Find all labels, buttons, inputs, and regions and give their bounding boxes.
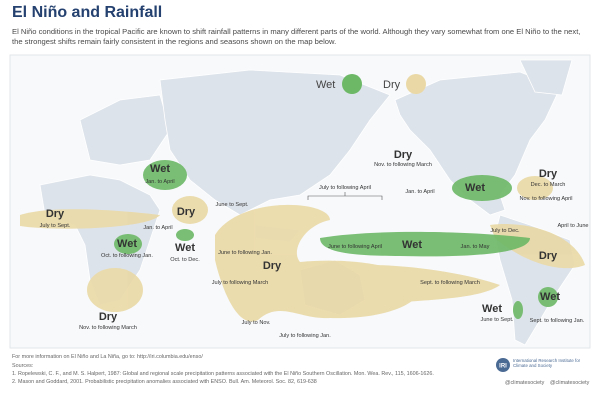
intro: El Niño conditions in the tropical Pacif… — [12, 27, 581, 46]
legend-dry: Dry — [383, 79, 401, 91]
region-season: July to following March — [212, 280, 269, 286]
region-season: July to Nov. — [242, 320, 271, 326]
region-label: Wet — [150, 163, 170, 175]
region-label: Dry — [394, 149, 413, 161]
logo-mark: IRI — [499, 364, 507, 370]
region-season: Jan. to April — [143, 225, 172, 231]
legend-dry-swatch — [406, 74, 426, 94]
region-label: Dry — [46, 208, 65, 220]
region-label: Dry — [263, 260, 282, 272]
dry-areas — [20, 176, 585, 322]
region-season: Jan. to April — [145, 179, 174, 185]
annotation: Sept. to following March — [420, 280, 480, 286]
legend-wet-swatch — [342, 74, 362, 94]
region-label: Wet — [465, 182, 485, 194]
region-season: April to June — [557, 223, 588, 229]
logo-name-box: International Research Institute for Cli… — [513, 358, 581, 368]
region-season: Jan. to April — [405, 189, 434, 195]
legend-wet: Wet — [316, 79, 335, 91]
more-info: For more information on El Niño and La N… — [12, 354, 203, 360]
region-season: Oct. to following Jan. — [101, 253, 153, 259]
region-season: Oct. to Dec. — [170, 257, 200, 263]
region-season: Nov. to following March — [79, 325, 137, 331]
region-season: June to following April — [328, 244, 382, 250]
region-season: Sept. to following Jan. — [530, 318, 585, 324]
region-label: Dry — [539, 250, 558, 262]
logo-name: International Research Institute for Cli… — [513, 358, 581, 368]
region-season: Nov. to following April — [519, 196, 572, 202]
region-label: Dry — [539, 168, 558, 180]
region-season: June to following Jan. — [218, 250, 272, 256]
region-season: July to Dec. — [490, 228, 520, 234]
source: 1. Ropelewski, C. F., and M. S. Halpert,… — [12, 371, 434, 377]
region-label: Dry — [99, 311, 118, 323]
region-label: Wet — [540, 291, 560, 303]
sources-heading: Sources: — [12, 363, 33, 369]
region-label: Wet — [402, 239, 422, 251]
region-season: July to following Jan. — [279, 333, 331, 339]
wet-areas — [114, 160, 558, 319]
region-label: Dry — [177, 206, 196, 218]
region-season: Nov. to following March — [374, 162, 432, 168]
region-label: Wet — [482, 303, 502, 315]
annotation: July to following April — [319, 185, 371, 191]
social: @climatesociety — [550, 380, 590, 386]
region-season: June to Sept. — [216, 202, 249, 208]
source: 2. Mason and Goddard, 2001. Probabilisti… — [12, 379, 317, 385]
logo-circle — [496, 358, 510, 372]
social: @climatesociety — [505, 380, 545, 386]
region-season: Jan. to May — [461, 244, 490, 250]
region-label: Wet — [175, 242, 195, 254]
region-season: Dec. to March — [531, 182, 566, 188]
region-season: July to Sept. — [40, 223, 71, 229]
region-label: Wet — [117, 238, 137, 250]
title: El Niño and Rainfall — [12, 4, 163, 21]
bracket — [307, 192, 383, 200]
region-season: June to Sept. — [481, 317, 514, 323]
